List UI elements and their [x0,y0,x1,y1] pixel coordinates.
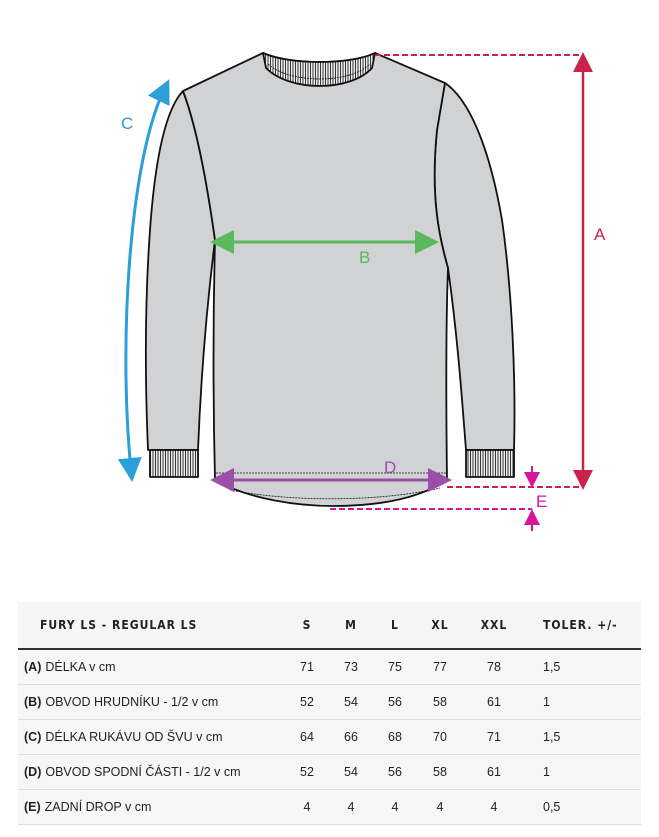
size-header: L [373,602,417,650]
tolerance-header: TOLER. +/- [525,602,641,650]
size-value: 78 [463,649,525,685]
size-value: 56 [373,684,417,720]
row-name: OBVOD SPODNÍ ČÁSTI - 1/2 v cm [45,765,241,779]
table-row: (C) DÉLKA RUKÁVU OD ŠVU v cm 64 66 68 70 71 1,5 [18,719,641,755]
size-header: S [285,602,329,650]
size-value: 61 [463,754,525,790]
measurement-d: D [210,458,452,492]
table-header-row: FURY LS - REGULAR LS S M L XL XXL TOLER.… [18,602,641,650]
size-value: 58 [417,754,463,790]
label-a: A [594,225,606,244]
measurement-e: E [330,466,547,531]
measurement-a: A [375,52,606,490]
row-code: (A) [24,660,42,674]
row-code: (C) [24,730,42,744]
tolerance-value: 0,5 [525,789,641,825]
size-value: 71 [285,649,329,685]
size-header: XL [417,602,463,650]
measurement-c: C [117,79,170,482]
size-value: 77 [417,649,463,685]
size-value: 4 [329,789,373,825]
row-code: (B) [24,695,42,709]
size-value: 4 [463,789,525,825]
label-d: D [384,458,396,477]
size-value: 71 [463,719,525,755]
table-row: (E) ZADNÍ DROP v cm 4 4 4 4 4 0,5 [18,789,641,825]
tolerance-value: 1,5 [525,719,641,755]
size-value: 52 [285,754,329,790]
size-value: 68 [373,719,417,755]
row-name: OBVOD HRUDNÍKU - 1/2 v cm [45,695,219,709]
sweater-measurement-diagram: A B C D E [117,52,606,531]
row-name: DÉLKA v cm [45,660,116,674]
size-value: 4 [417,789,463,825]
row-name: ZADNÍ DROP v cm [44,800,152,814]
label-e: E [536,492,547,511]
size-value: 4 [373,789,417,825]
size-value: 66 [329,719,373,755]
size-value: 54 [329,684,373,720]
label-c: C [121,114,133,133]
size-value: 4 [285,789,329,825]
table-row: (D) OBVOD SPODNÍ ČÁSTI - 1/2 v cm 52 54 56 58… [18,754,641,790]
row-code: (E) [24,800,41,814]
size-value: 75 [373,649,417,685]
size-value: 52 [285,684,329,720]
row-label: (B) OBVOD HRUDNÍKU - 1/2 v cm [18,684,285,720]
row-label: (E) ZADNÍ DROP v cm [18,789,285,825]
row-name: DÉLKA RUKÁVU OD ŠVU v cm [45,730,223,744]
row-label: (A) DÉLKA v cm [18,649,285,685]
size-value: 73 [329,649,373,685]
row-code: (D) [24,765,42,779]
size-header: M [329,602,373,650]
size-value: 61 [463,684,525,720]
size-value: 56 [373,754,417,790]
size-header: XXL [463,602,525,650]
tolerance-value: 1,5 [525,649,641,685]
size-value: 64 [285,719,329,755]
measurement-b: B [210,230,439,267]
table-row: (B) OBVOD HRUDNÍKU - 1/2 v cm 52 54 56 58 61 1 [18,684,641,720]
tolerance-value: 1 [525,754,641,790]
sweater-outline [145,52,516,507]
label-b: B [359,248,370,267]
table-title: FURY LS - REGULAR LS [18,602,285,650]
table-row: (A) DÉLKA v cm 71 73 75 77 78 1,5 [18,649,641,685]
size-value: 70 [417,719,463,755]
row-label: (C) DÉLKA RUKÁVU OD ŠVU v cm [18,719,285,755]
row-label: (D) OBVOD SPODNÍ ČÁSTI - 1/2 v cm [18,754,285,790]
size-value: 54 [329,754,373,790]
size-value: 58 [417,684,463,720]
tolerance-value: 1 [525,684,641,720]
size-table: FURY LS - REGULAR LS S M L XL XXL TOLER.… [18,602,641,825]
